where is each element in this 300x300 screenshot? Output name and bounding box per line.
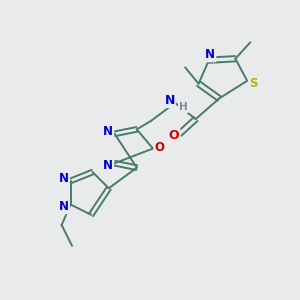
Text: O: O — [154, 141, 164, 154]
Text: N: N — [206, 48, 215, 62]
Text: N: N — [164, 94, 175, 107]
Text: S: S — [249, 77, 257, 90]
Text: N: N — [59, 200, 69, 213]
Text: N: N — [59, 172, 69, 185]
Text: O: O — [169, 129, 179, 142]
Text: N: N — [103, 125, 113, 138]
Text: H: H — [179, 102, 188, 112]
Text: N: N — [103, 159, 113, 172]
